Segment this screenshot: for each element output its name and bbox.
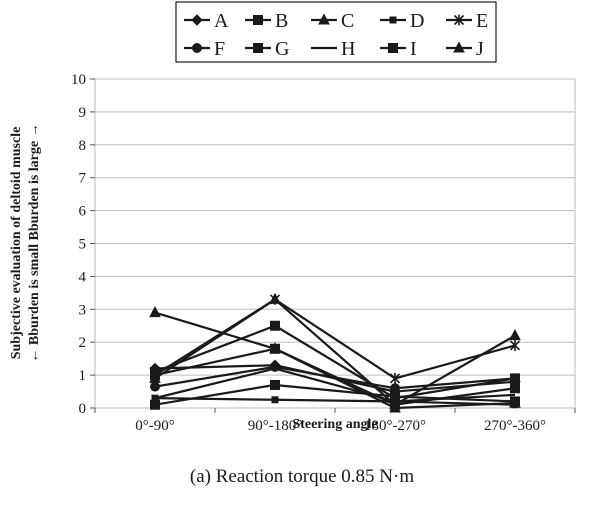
legend-marker-c bbox=[318, 13, 330, 25]
legend-label-e: E bbox=[476, 10, 488, 32]
series-g-line bbox=[154, 347, 516, 406]
x-tick-label: 270°-360° bbox=[484, 418, 546, 434]
series-j-point bbox=[509, 396, 521, 408]
y-tick-label: 3 bbox=[79, 302, 87, 318]
legend-item-b: B bbox=[245, 10, 288, 32]
legend-label-j: J bbox=[476, 38, 484, 60]
legend-label-c: C bbox=[341, 10, 354, 32]
y-axis-label-line2: ← Bburden is small Bburden is large → bbox=[27, 123, 42, 362]
series-b-line bbox=[154, 324, 516, 400]
legend-label-h: H bbox=[341, 38, 355, 60]
legend-item-e: E bbox=[446, 10, 488, 32]
legend-marker-g bbox=[253, 43, 263, 53]
x-axis-label: Steering angle bbox=[292, 417, 377, 432]
legend-marker-f bbox=[192, 43, 202, 53]
legend-item-i: I bbox=[380, 38, 417, 60]
y-tick-label: 4 bbox=[79, 269, 87, 285]
legend-label-f: F bbox=[214, 38, 225, 60]
y-tick-label: 5 bbox=[79, 237, 87, 253]
y-tick-label: 6 bbox=[79, 204, 87, 220]
legend-label-b: B bbox=[275, 10, 288, 32]
series-e-point bbox=[389, 372, 401, 384]
legend-label-g: G bbox=[275, 38, 289, 60]
x-ticks: 0°-90° 90°-180° 180°-270° 270°-360° bbox=[94, 408, 576, 434]
series-i-line bbox=[154, 383, 516, 406]
y-tick-label: 10 bbox=[71, 72, 86, 88]
grid bbox=[95, 78, 575, 376]
series-f-point bbox=[510, 373, 520, 384]
y-tick-label: 7 bbox=[79, 171, 87, 187]
legend-item-h: H bbox=[311, 38, 355, 60]
legend-marker-a bbox=[191, 14, 203, 26]
legend-item-g: G bbox=[245, 38, 289, 60]
legend-label-a: A bbox=[214, 10, 229, 32]
series-b-point bbox=[270, 320, 280, 331]
legend-marker-i bbox=[388, 43, 398, 53]
series-e-point bbox=[509, 339, 521, 351]
y-tick-label: 0 bbox=[79, 401, 87, 417]
legend: A B C D E F G H I J bbox=[175, 1, 497, 63]
legend-box bbox=[175, 1, 497, 63]
legend-marker-j bbox=[453, 41, 465, 53]
x-tick-label: 180°-270° bbox=[364, 418, 426, 434]
y-tick-label: 1 bbox=[79, 368, 87, 384]
y-axis-label-line1: Subjective evaluation of deltoid muscle bbox=[9, 127, 24, 360]
series-e-line bbox=[154, 298, 516, 380]
legend-item-c: C bbox=[311, 10, 354, 32]
series-c-point bbox=[509, 329, 521, 341]
series-c-line bbox=[154, 298, 516, 406]
series-g-point bbox=[510, 383, 520, 394]
legend-label-i: I bbox=[410, 38, 417, 60]
legend-item-d: D bbox=[380, 10, 424, 32]
legend-item-f: F bbox=[184, 38, 225, 60]
y-tick-label: 9 bbox=[79, 105, 87, 121]
series-d-line bbox=[154, 397, 516, 406]
series-j bbox=[149, 306, 521, 413]
series-e-point bbox=[269, 293, 281, 305]
series-i-point bbox=[150, 399, 160, 410]
x-tick-label: 90°-180° bbox=[248, 418, 303, 434]
legend-label-d: D bbox=[410, 10, 424, 32]
x-tick-label: 0°-90° bbox=[135, 418, 175, 434]
legend-marker-b bbox=[253, 15, 263, 25]
legend-item-j: J bbox=[446, 38, 484, 60]
y-tick-label: 2 bbox=[79, 335, 87, 351]
series-j-point bbox=[149, 306, 161, 318]
series-i-point bbox=[390, 391, 400, 402]
figure-caption: (a) Reaction torque 0.85 N·m bbox=[189, 466, 415, 487]
series-group bbox=[149, 292, 521, 413]
series-d-point bbox=[271, 396, 279, 404]
legend-marker-d bbox=[389, 16, 397, 24]
series-j-line bbox=[154, 311, 516, 410]
series-f-point bbox=[150, 381, 160, 392]
series-j-point bbox=[269, 342, 281, 354]
series-i-point bbox=[270, 379, 280, 390]
series-j-point bbox=[389, 401, 401, 413]
y-tick-label: 8 bbox=[79, 138, 87, 154]
y-ticks: 0 1 2 3 4 5 6 7 8 9 10 bbox=[71, 72, 95, 417]
legend-marker-e bbox=[453, 14, 465, 26]
legend-item-a: A bbox=[184, 10, 229, 32]
series-g-point bbox=[150, 370, 160, 381]
series-f-point bbox=[390, 383, 400, 394]
